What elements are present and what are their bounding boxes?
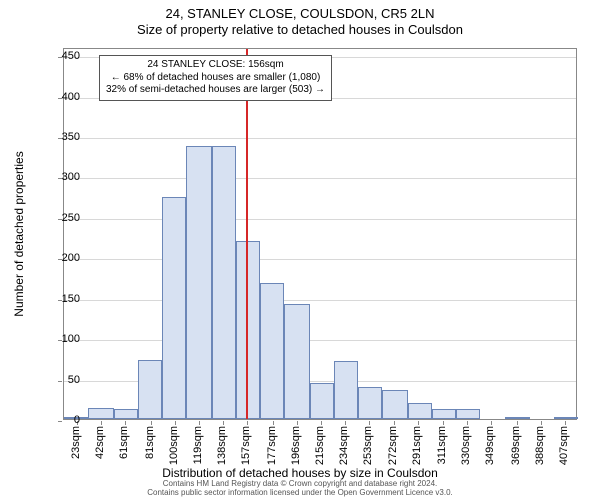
- histogram-bar: [432, 409, 456, 420]
- xtick-mark: [273, 421, 274, 425]
- annotation-box: 24 STANLEY CLOSE: 156sqm← 68% of detache…: [99, 55, 332, 101]
- ytick-label: 450: [62, 50, 80, 62]
- histogram-bar: [334, 361, 358, 419]
- xtick-mark: [321, 421, 322, 425]
- footer-attribution: Contains HM Land Registry data © Crown c…: [0, 479, 600, 498]
- gridline-h: [64, 219, 576, 220]
- footer-line2: Contains public sector information licen…: [0, 488, 600, 498]
- gridline-h: [64, 340, 576, 341]
- ytick-label: 0: [74, 414, 80, 426]
- histogram-bar: [382, 390, 407, 419]
- xtick-mark: [517, 421, 518, 425]
- histogram-bar: [505, 417, 529, 419]
- marker-line: [246, 49, 248, 419]
- ytick-mark: [58, 381, 62, 382]
- xtick-label: 138sqm: [216, 426, 228, 465]
- annotation-line2: ← 68% of detached houses are smaller (1,…: [106, 72, 325, 85]
- ytick-label: 200: [62, 252, 80, 264]
- xtick-label: 100sqm: [168, 426, 180, 465]
- gridline-h: [64, 178, 576, 179]
- xtick-mark: [565, 421, 566, 425]
- xtick-label: 349sqm: [484, 426, 496, 465]
- ytick-label: 50: [68, 374, 80, 386]
- xtick-mark: [247, 421, 248, 425]
- xtick-label: 61sqm: [118, 426, 130, 459]
- xtick-mark: [443, 421, 444, 425]
- ytick-label: 100: [62, 333, 80, 345]
- xtick-label: 23sqm: [70, 426, 82, 459]
- annotation-line3: 32% of semi-detached houses are larger (…: [106, 84, 325, 97]
- xtick-mark: [101, 421, 102, 425]
- histogram-bar: [358, 387, 382, 419]
- xtick-mark: [345, 421, 346, 425]
- xtick-label: 196sqm: [290, 426, 302, 465]
- annotation-line1: 24 STANLEY CLOSE: 156sqm: [106, 59, 325, 72]
- histogram-bar: [138, 360, 162, 419]
- xtick-label: 369sqm: [510, 426, 522, 465]
- xtick-label: 42sqm: [94, 426, 106, 459]
- xtick-label: 119sqm: [192, 426, 204, 464]
- histogram-bar: [162, 197, 186, 419]
- xtick-mark: [418, 421, 419, 425]
- xtick-mark: [151, 421, 152, 425]
- histogram-bar: [408, 403, 432, 419]
- ytick-mark: [58, 421, 62, 422]
- xtick-label: 407sqm: [558, 426, 570, 465]
- xtick-label: 291sqm: [411, 426, 423, 465]
- histogram-bar: [284, 304, 309, 419]
- chart-title-line2: Size of property relative to detached ho…: [0, 22, 600, 37]
- gridline-h: [64, 138, 576, 139]
- xtick-label: 234sqm: [338, 426, 350, 465]
- xtick-label: 272sqm: [387, 426, 399, 465]
- histogram-bar: [114, 409, 138, 420]
- xtick-label: 388sqm: [534, 426, 546, 465]
- xtick-mark: [175, 421, 176, 425]
- plot-area: 24 STANLEY CLOSE: 156sqm← 68% of detache…: [63, 48, 577, 420]
- xtick-label: 311sqm: [436, 426, 448, 464]
- y-axis-label: Number of detached properties: [12, 151, 26, 316]
- xtick-label: 330sqm: [460, 426, 472, 465]
- histogram-bar: [186, 146, 211, 419]
- xtick-mark: [223, 421, 224, 425]
- xtick-mark: [491, 421, 492, 425]
- histogram-bar: [212, 146, 236, 419]
- xtick-label: 81sqm: [144, 426, 156, 459]
- xtick-mark: [467, 421, 468, 425]
- histogram-bar: [456, 409, 480, 419]
- gridline-h: [64, 259, 576, 260]
- ytick-label: 400: [62, 91, 80, 103]
- chart-area: 24 STANLEY CLOSE: 156sqm← 68% of detache…: [63, 48, 577, 420]
- footer-line1: Contains HM Land Registry data © Crown c…: [0, 479, 600, 489]
- ytick-label: 350: [62, 131, 80, 143]
- histogram-bar: [554, 417, 578, 419]
- gridline-h: [64, 300, 576, 301]
- xtick-mark: [297, 421, 298, 425]
- chart-title-block: 24, STANLEY CLOSE, COULSDON, CR5 2LN Siz…: [0, 0, 600, 37]
- ytick-label: 250: [62, 212, 80, 224]
- xtick-label: 177sqm: [266, 426, 278, 465]
- ytick-label: 300: [62, 171, 80, 183]
- histogram-bar: [310, 383, 334, 419]
- xtick-mark: [541, 421, 542, 425]
- histogram-bar: [260, 283, 284, 419]
- xtick-mark: [125, 421, 126, 425]
- chart-title-line1: 24, STANLEY CLOSE, COULSDON, CR5 2LN: [0, 6, 600, 21]
- xtick-mark: [394, 421, 395, 425]
- xtick-label: 253sqm: [362, 426, 374, 465]
- xtick-mark: [369, 421, 370, 425]
- xtick-mark: [199, 421, 200, 425]
- ytick-label: 150: [62, 293, 80, 305]
- histogram-bar: [88, 408, 113, 419]
- xtick-label: 157sqm: [240, 426, 252, 465]
- xtick-label: 215sqm: [314, 426, 326, 465]
